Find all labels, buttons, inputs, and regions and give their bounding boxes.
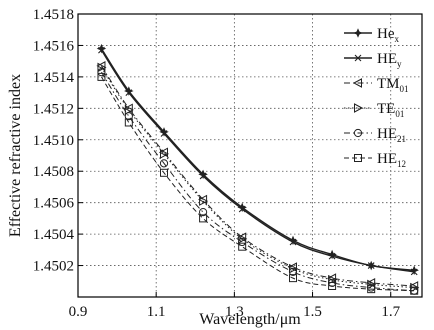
cross-marker: [238, 205, 246, 213]
x-tick-label: 0.9: [69, 304, 88, 320]
axis-ticks: [77, 13, 392, 297]
square-marker: [367, 285, 376, 294]
y-tick-labels: 1.4502 1.4504 1.4506 1.4508 1.4510 1.4512 1.45…: [33, 7, 75, 275]
legend-label-1: HEy: [377, 51, 402, 69]
circle-marker: [124, 112, 133, 121]
triangle-left-marker: [287, 262, 297, 272]
series-lines: [100, 48, 415, 292]
legend-subscript: 01: [400, 84, 409, 94]
triangle-left-marker: [96, 61, 106, 71]
square-marker: [238, 242, 247, 251]
triangle-left-marker: [327, 273, 337, 283]
y-tick-label: 1.4514: [33, 70, 75, 86]
triangle-right-marker: [238, 233, 248, 244]
square-marker: [199, 214, 208, 223]
triangle-left-marker: [409, 281, 419, 291]
circle-marker: [97, 68, 106, 77]
cross-marker: [367, 262, 375, 269]
grid-lines: [77, 13, 422, 297]
series-line-0: [100, 48, 415, 271]
star-marker: [409, 265, 419, 276]
y-axis-label: Effective refractive index: [7, 74, 24, 237]
y-tick-label: 1.4508: [33, 164, 74, 180]
y-tick-label: 1.4510: [33, 133, 74, 149]
cross-marker: [289, 238, 297, 246]
x-axis-label: Wavelength/μm: [199, 311, 301, 328]
triangle-right-marker: [328, 274, 338, 285]
plot-frame: [77, 13, 423, 298]
legend-subscript: 21: [397, 134, 406, 144]
legend-subscript: x: [395, 34, 400, 44]
square-marker: [410, 286, 419, 295]
legend-name: HE: [377, 151, 397, 167]
legend-label-3: TE01: [377, 101, 404, 119]
triangle-left-marker: [366, 278, 376, 288]
series-line-3: [101, 67, 415, 289]
x-tick-label: 1.1: [147, 304, 166, 320]
circle-marker: [238, 237, 247, 247]
circle-marker: [198, 208, 208, 217]
circle-marker: [159, 159, 169, 168]
y-tick-label: 1.4516: [33, 38, 75, 54]
y-tick-label: 1.4518: [33, 7, 74, 23]
series-line-2: [101, 65, 415, 287]
series-line-5: [101, 76, 415, 292]
triangle-right-marker: [354, 103, 364, 113]
triangle-right-marker: [199, 196, 209, 206]
y-tick-label: 1.4504: [33, 227, 75, 243]
triangle-right-marker: [97, 62, 107, 73]
triangle-right-marker: [289, 263, 299, 274]
series-markers: [96, 43, 420, 295]
x-tick-label: 1.3: [225, 304, 244, 320]
legend-label-0: Hex: [377, 26, 400, 44]
legend-name: TE: [377, 101, 395, 117]
triangle-left-marker: [198, 194, 208, 205]
star-marker: [353, 28, 363, 38]
series-line-4: [101, 71, 415, 292]
circle-marker: [353, 128, 363, 138]
cross-marker: [199, 172, 207, 180]
triangle-right-marker: [124, 105, 134, 115]
cross-marker: [410, 268, 418, 276]
circle-marker: [288, 267, 298, 276]
legend-subscript: 01: [395, 109, 404, 119]
y-tick-label: 1.4502: [33, 259, 74, 275]
square-marker: [289, 274, 297, 283]
legend-name: TM: [377, 76, 400, 92]
triangle-left-marker: [237, 232, 247, 243]
legend-label-2: TM01: [377, 76, 409, 94]
square-marker: [97, 72, 106, 81]
triangle-left-marker: [158, 147, 168, 158]
cross-marker: [328, 252, 336, 260]
x-tick-label: 1.7: [381, 304, 400, 320]
triangle-left-marker: [352, 78, 362, 88]
cross-marker: [160, 130, 168, 137]
legend-subscript: y: [397, 59, 402, 69]
triangle-left-marker: [123, 103, 133, 114]
legend-label-4: HE21: [377, 126, 406, 144]
triangle-right-marker: [367, 279, 377, 290]
cross-marker: [98, 46, 105, 54]
square-marker: [124, 118, 133, 127]
cross-marker: [354, 54, 362, 62]
legend-name: HE: [377, 51, 397, 67]
y-tick-label: 1.4512: [33, 101, 74, 117]
x-tick-label: 1.5: [303, 304, 322, 320]
square-marker: [328, 281, 337, 290]
legend-subscript: 12: [397, 159, 406, 169]
x-tick-labels: 0.9 1.1 1.3 1.5 1.7: [69, 304, 401, 320]
cross-marker: [125, 89, 133, 97]
y-tick-label: 1.4506: [33, 196, 75, 212]
triangle-right-marker: [160, 149, 170, 159]
square-marker: [160, 168, 168, 177]
legend-label-5: HE12: [377, 151, 406, 169]
legend-name: HE: [377, 126, 397, 142]
square-marker: [354, 154, 362, 162]
legend-name: He: [377, 26, 395, 42]
